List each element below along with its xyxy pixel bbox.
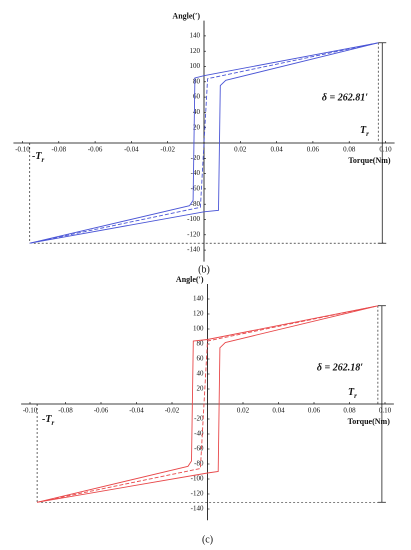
x-tick-label: -0.10 — [23, 407, 38, 415]
x-tick-label: -0.06 — [94, 407, 109, 415]
y-tick-label: -120 — [187, 230, 200, 238]
y-tick-label: -20 — [191, 154, 201, 162]
tr-main: T — [348, 387, 355, 398]
x-tick-label: 0.10 — [379, 146, 392, 154]
tr-main: T — [360, 125, 367, 136]
tr-sub: r — [41, 156, 44, 164]
tr-sub: r — [366, 130, 369, 138]
x-tick-label: -0.08 — [52, 146, 67, 154]
x-tick-label: 0.10 — [379, 407, 392, 415]
x-axis-label: Torque(Nm) — [348, 156, 391, 165]
y-tick-label: 120 — [193, 310, 204, 318]
x-tick-label: -0.06 — [88, 146, 103, 154]
x-axis-label: Torque(Nm) — [348, 417, 391, 426]
chart: -0.10 -0.08 -0.06 -0.04 -0.02 0.02 0.04 0.06 0.0… — [21, 275, 394, 545]
x-tick-label: -0.08 — [58, 407, 73, 415]
caption: (b) — [198, 264, 210, 275]
y-tick-label: -20 — [194, 415, 204, 423]
tr-sub: r — [354, 392, 357, 400]
x-tick-label: 0.06 — [307, 146, 320, 154]
caption: (c) — [202, 534, 213, 545]
tr-main: -T — [42, 414, 52, 425]
y-tick-label: -80 — [194, 460, 204, 468]
y-tick-label: -100 — [191, 475, 204, 483]
y-tick-label: -40 — [194, 430, 204, 438]
y-tick-label: -60 — [191, 185, 201, 193]
y-tick-label: 140 — [190, 32, 201, 40]
y-tick-label: -140 — [187, 246, 200, 254]
y-tick-label: -140 — [191, 505, 204, 513]
tr-label: -Tr — [32, 151, 44, 163]
x-tick-label: 0.06 — [308, 407, 321, 415]
chart: -0.10 -0.08 -0.06 -0.04 -0.02 0.02 0.04 0.06 0.0… — [13, 11, 395, 275]
x-tick-label: 0.04 — [270, 146, 283, 154]
y-axis-label: Angle(′) — [176, 275, 204, 284]
tr-sub: r — [51, 419, 54, 427]
y-tick-label: 20 — [197, 385, 205, 393]
y-tick-label: 80 — [193, 77, 201, 85]
y-tick-label: 100 — [190, 62, 201, 70]
x-tick-label: 0.02 — [237, 407, 250, 415]
y-tick-label: -60 — [194, 445, 204, 453]
y-tick-label: 20 — [193, 123, 201, 131]
x-tick-label: 0.04 — [272, 407, 285, 415]
y-tick-label: 140 — [193, 295, 204, 303]
y-tick-label: 40 — [193, 108, 201, 116]
x-tick-label: -0.02 — [160, 146, 175, 154]
x-tick-label: 0.08 — [343, 407, 356, 415]
y-tick-label: -80 — [191, 200, 201, 208]
tr-main: -T — [32, 151, 42, 162]
series-line — [29, 42, 379, 244]
y-tick-label: -120 — [191, 490, 204, 498]
x-tick-label: 0.02 — [234, 146, 247, 154]
tr-label: Tr — [360, 125, 369, 137]
y-axis-label: Angle(′) — [172, 11, 200, 20]
y-tick-label: 60 — [193, 93, 201, 101]
y-tick-label: 60 — [197, 355, 205, 363]
x-tick-label: -0.04 — [129, 407, 144, 415]
y-tick-label: 120 — [190, 47, 201, 55]
x-tick-label: -0.02 — [165, 407, 180, 415]
y-tick-label: -40 — [191, 169, 201, 177]
y-tick-label: 80 — [197, 340, 205, 348]
x-tick-label: -0.04 — [124, 146, 139, 154]
y-tick-label: 100 — [193, 325, 204, 333]
series-line — [37, 305, 378, 503]
y-tick-label: -100 — [187, 215, 200, 223]
x-tick-label: -0.10 — [15, 146, 30, 154]
delta-label: δ = 262.81′ — [322, 92, 368, 103]
delta-label: δ = 262.18′ — [317, 362, 363, 373]
tr-label: Tr — [348, 387, 357, 399]
x-tick-label: 0.08 — [343, 146, 356, 154]
y-tick-label: 40 — [197, 370, 205, 378]
tr-label: -Tr — [42, 414, 54, 426]
